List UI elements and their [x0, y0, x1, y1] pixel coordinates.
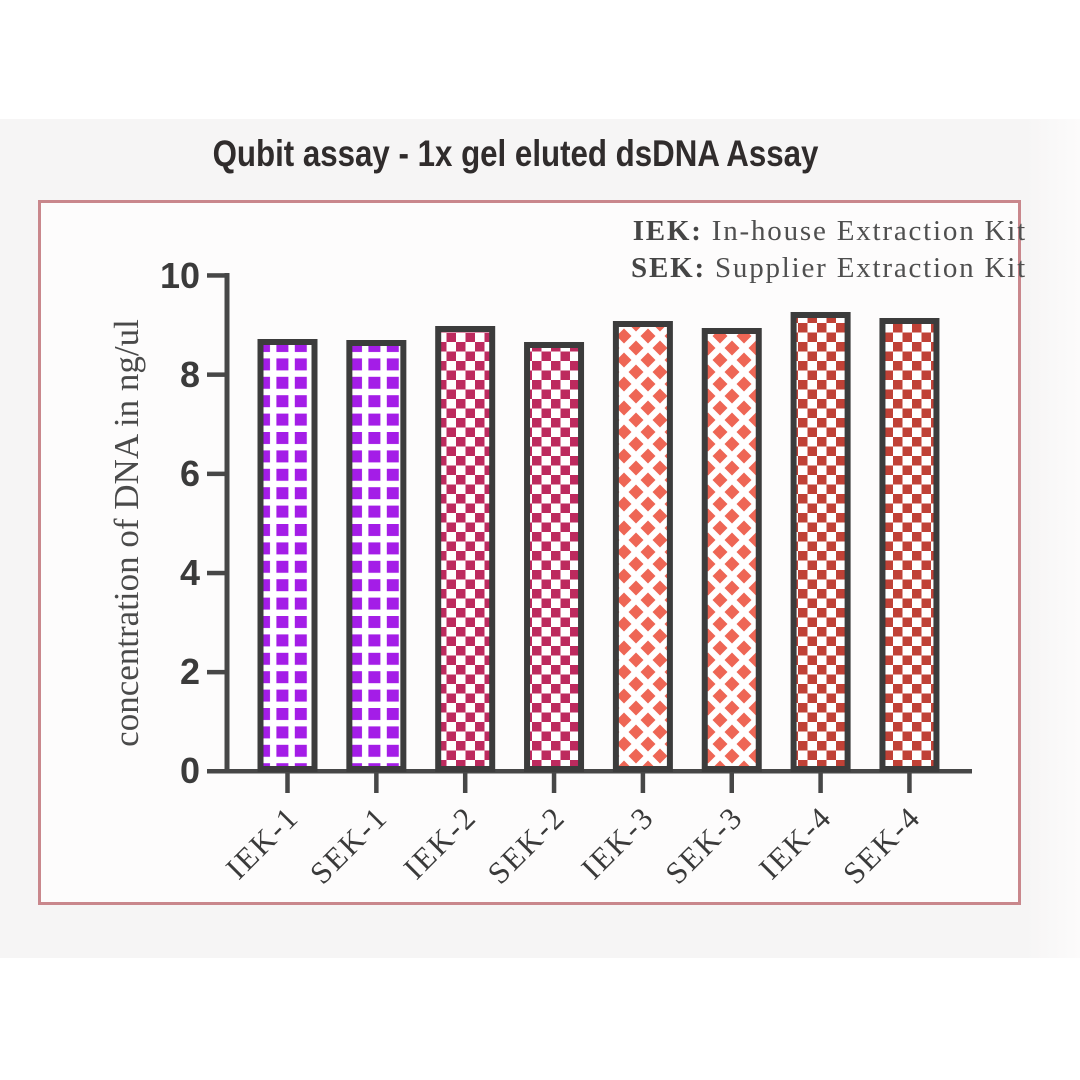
svg-text:IEK-3: IEK-3 — [574, 799, 661, 886]
svg-text:IEK-4: IEK-4 — [752, 799, 839, 886]
svg-text:10: 10 — [160, 255, 200, 296]
svg-text:0: 0 — [180, 750, 200, 791]
svg-text:2: 2 — [180, 651, 200, 692]
svg-text:SEK-1: SEK-1 — [303, 799, 394, 890]
svg-text:IEK-2: IEK-2 — [397, 799, 484, 886]
svg-text:IEK-1: IEK-1 — [219, 799, 306, 886]
svg-text:SEK-4: SEK-4 — [836, 799, 927, 890]
svg-text:8: 8 — [180, 354, 200, 395]
svg-text:concentration of DNA in ng/ul: concentration of DNA in ng/ul — [107, 319, 146, 747]
svg-text:SEK-2: SEK-2 — [481, 799, 572, 890]
svg-text:6: 6 — [180, 453, 200, 494]
svg-text:4: 4 — [180, 552, 200, 593]
svg-text:SEK-3: SEK-3 — [658, 799, 749, 890]
